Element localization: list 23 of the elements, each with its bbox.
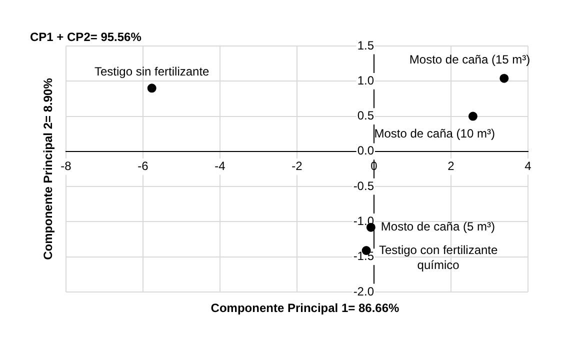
y-tick-label: -2.0 (353, 284, 374, 298)
series-label: Testigo sin fertilizante (94, 64, 210, 78)
chart-title: CP1 + CP2= 95.56% (30, 30, 142, 44)
point (147, 84, 156, 93)
x-tick-label: -2 (292, 158, 303, 173)
x-tick-label: -8 (60, 158, 72, 173)
point (468, 112, 478, 121)
y-axis-title: Componente Principal 2= 8.90% (41, 78, 55, 260)
point (500, 74, 509, 83)
y-tick-label: 1.5 (357, 38, 374, 52)
x-tick-label: 2 (448, 158, 455, 173)
series-label: Mosto de caña (5 m³) (380, 220, 495, 234)
series-label: Testigo con fertilizante químico (378, 242, 498, 272)
y-tick-label: -0.5 (353, 178, 374, 193)
x-axis-title: Componente Principal 1= 86.66% (210, 301, 400, 315)
x-tick-label: -4 (214, 158, 226, 173)
y-tick-label: 0.5 (357, 108, 374, 123)
x-tick-label: 4 (524, 158, 532, 173)
y-tick-label: 0.0 (357, 144, 374, 158)
series-label: Mosto de caña (10 m³) (374, 126, 495, 141)
x-tick-label: -6 (138, 158, 149, 173)
text: Mosto de caña (15 m³) (409, 52, 530, 67)
y-tick-label: 1.0 (357, 73, 374, 88)
